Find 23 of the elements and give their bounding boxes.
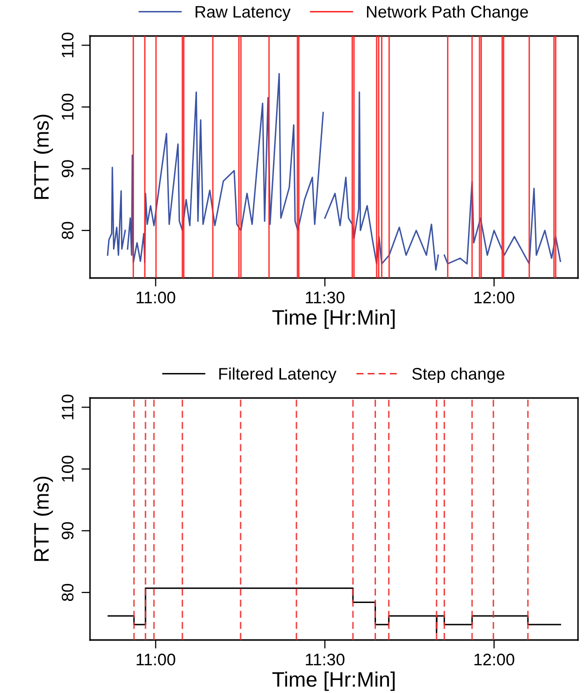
y-tick-label: 90 bbox=[62, 522, 74, 540]
x-axis-title: Time [Hr:Min] bbox=[272, 672, 395, 691]
x-tick-label: 11:00 bbox=[136, 654, 176, 666]
legend-label: Raw Latency bbox=[196, 6, 291, 21]
y-tick-label: 80 bbox=[62, 584, 74, 602]
y-tick-label: 100 bbox=[62, 94, 74, 120]
x-axis-title: Time [Hr:Min] bbox=[272, 310, 395, 329]
x-tick-label: 12:00 bbox=[474, 292, 514, 304]
line-series bbox=[108, 587, 562, 634]
legend-label: Filtered Latency bbox=[219, 367, 336, 383]
y-axis-title: RTT (ms) bbox=[34, 476, 53, 561]
y-tick-label: 90 bbox=[62, 160, 74, 178]
y-tick-label: 100 bbox=[62, 456, 74, 482]
y-tick-label: 80 bbox=[62, 222, 74, 240]
x-tick-label: 11:00 bbox=[136, 292, 176, 304]
legend-label: Step change bbox=[412, 367, 504, 383]
y-tick-label: 110 bbox=[62, 394, 74, 420]
x-tick-label: 11:30 bbox=[306, 292, 344, 304]
x-tick-label: 11:30 bbox=[306, 654, 344, 666]
x-tick-label: 12:00 bbox=[474, 654, 514, 666]
y-tick-label: 110 bbox=[62, 32, 74, 58]
y-axis-title: RTT (ms) bbox=[34, 114, 53, 199]
legend-label: Network Path Change bbox=[367, 5, 528, 21]
